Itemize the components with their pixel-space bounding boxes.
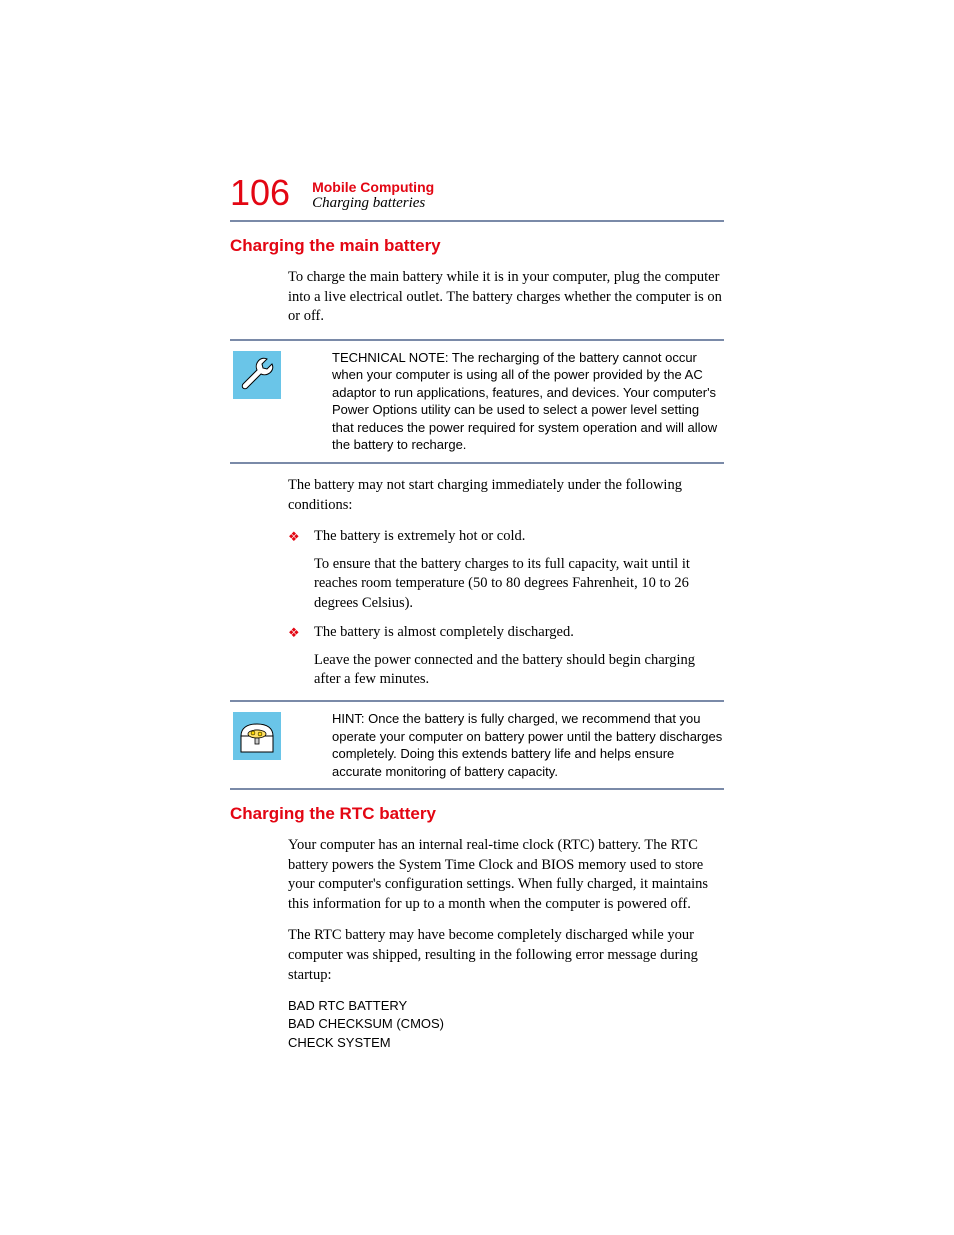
section-heading-main-battery: Charging the main battery xyxy=(230,236,724,256)
bullet-list: ❖ The battery is extremely hot or cold. … xyxy=(288,527,724,690)
hint-block: HINT: Once the battery is fully charged,… xyxy=(230,700,724,790)
body-text: Your computer has an internal real-time … xyxy=(288,836,724,914)
page-header: 106 Mobile Computing Charging batteries xyxy=(230,175,724,222)
bullet-main-text: The battery is almost completely dischar… xyxy=(314,623,724,643)
section-heading-rtc-battery: Charging the RTC battery xyxy=(230,804,724,824)
body-text: To charge the main battery while it is i… xyxy=(288,268,724,327)
error-line: BAD CHECKSUM (CMOS) xyxy=(288,1015,724,1033)
section-subtitle: Charging batteries xyxy=(312,195,434,212)
body-text: The RTC battery may have become complete… xyxy=(288,926,724,985)
hint-text: HINT: Once the battery is fully charged,… xyxy=(332,710,724,780)
chapter-title: Mobile Computing xyxy=(312,179,434,195)
bullet-sub-text: To ensure that the battery charges to it… xyxy=(314,555,724,614)
header-titles: Mobile Computing Charging batteries xyxy=(312,175,434,212)
error-line: CHECK SYSTEM xyxy=(288,1034,724,1052)
technical-note-text: TECHNICAL NOTE: The recharging of the ba… xyxy=(332,349,724,454)
technical-note-block: TECHNICAL NOTE: The recharging of the ba… xyxy=(230,339,724,464)
bullet-sub-text: Leave the power connected and the batter… xyxy=(314,651,724,690)
error-line: BAD RTC BATTERY xyxy=(288,997,724,1015)
page-number: 106 xyxy=(230,175,290,211)
error-message-block: BAD RTC BATTERY BAD CHECKSUM (CMOS) CHEC… xyxy=(288,997,724,1052)
list-item: ❖ The battery is extremely hot or cold. … xyxy=(288,527,724,613)
bullet-main-text: The battery is extremely hot or cold. xyxy=(314,527,724,547)
body-text: The battery may not start charging immed… xyxy=(288,476,724,515)
treasure-chest-icon xyxy=(230,710,284,780)
bullet-icon: ❖ xyxy=(288,529,300,545)
list-item: ❖ The battery is almost completely disch… xyxy=(288,623,724,690)
wrench-icon xyxy=(230,349,284,454)
document-page: 106 Mobile Computing Charging batteries … xyxy=(0,0,954,1052)
bullet-icon: ❖ xyxy=(288,625,300,641)
